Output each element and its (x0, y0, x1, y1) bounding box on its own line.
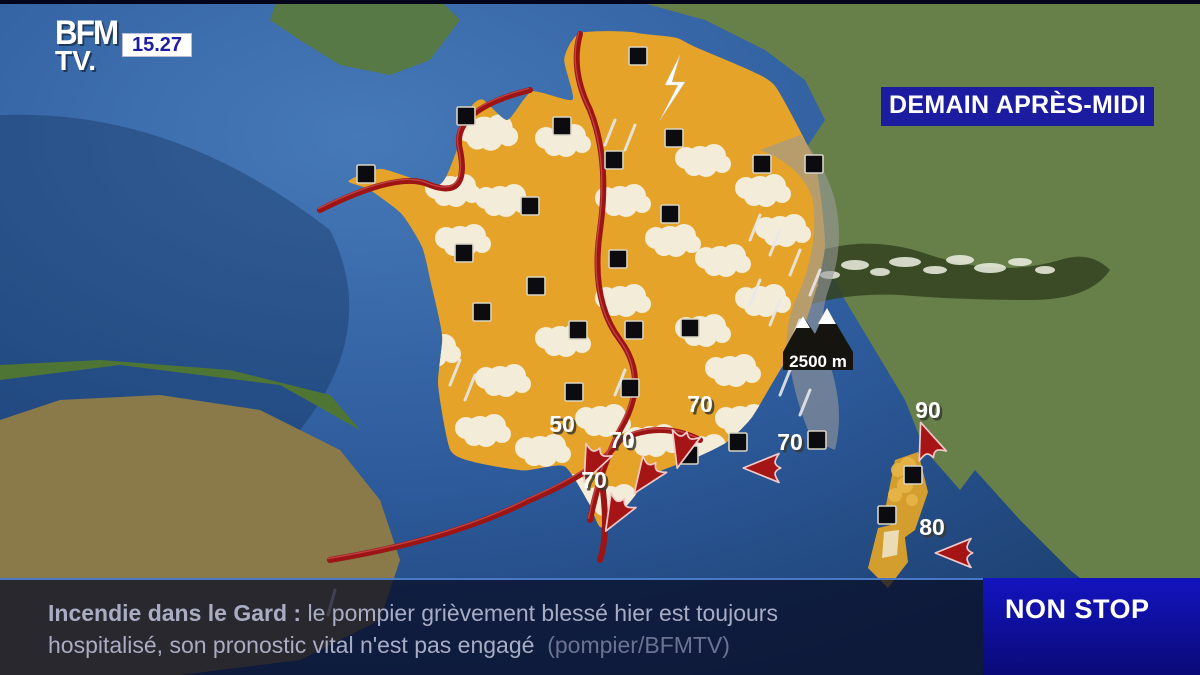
svg-text:90: 90 (915, 397, 941, 423)
svg-text:50: 50 (549, 411, 575, 437)
svg-text:70: 70 (609, 427, 635, 453)
svg-text:80: 80 (919, 514, 945, 540)
svg-text:70: 70 (687, 391, 713, 417)
svg-text:70: 70 (581, 467, 607, 493)
svg-text:70: 70 (777, 429, 803, 455)
svg-text:2500 m: 2500 m (789, 352, 847, 371)
